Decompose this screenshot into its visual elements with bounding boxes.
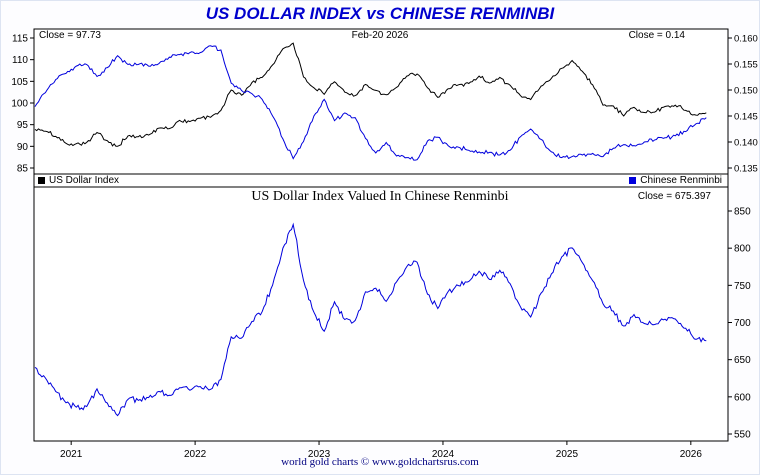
svg-text:700: 700 bbox=[734, 318, 751, 329]
svg-text:0.145: 0.145 bbox=[734, 112, 758, 123]
top-right-axis: 0.135 0.140 0.145 0.150 0.155 0.160 bbox=[728, 34, 758, 175]
svg-text:105: 105 bbox=[11, 77, 28, 88]
top-left-axis: 85 90 95 100 105 110 115 bbox=[11, 34, 34, 175]
svg-text:0.140: 0.140 bbox=[734, 138, 758, 149]
svg-text:0.150: 0.150 bbox=[734, 86, 758, 97]
svg-text:0.155: 0.155 bbox=[734, 60, 758, 71]
usd-series-swatch-icon bbox=[38, 177, 45, 184]
svg-text:2022: 2022 bbox=[184, 449, 207, 460]
svg-text:2025: 2025 bbox=[556, 449, 579, 460]
bottom-panel-frame bbox=[33, 186, 729, 442]
bottom-series-group bbox=[34, 222, 707, 417]
series-us-dollar-index bbox=[34, 42, 707, 147]
cny-series-swatch-icon bbox=[629, 177, 637, 184]
svg-text:850: 850 bbox=[734, 207, 751, 218]
renminbi-close-label: Close = 0.14 bbox=[628, 30, 685, 41]
svg-text:800: 800 bbox=[734, 244, 751, 255]
svg-text:115: 115 bbox=[12, 34, 28, 45]
top-series-group bbox=[34, 42, 707, 161]
svg-text:100: 100 bbox=[11, 99, 28, 110]
svg-text:2021: 2021 bbox=[60, 449, 83, 460]
bottom-chart-title: US Dollar Index Valued In Chinese Renmin… bbox=[251, 189, 509, 204]
svg-text:0.160: 0.160 bbox=[734, 34, 758, 45]
page-title: US DOLLAR INDEX vs CHINESE RENMINBI bbox=[205, 4, 555, 23]
date-label: Feb-20 2026 bbox=[351, 30, 409, 41]
bottom-chart-close-label: Close = 675.397 bbox=[637, 191, 711, 202]
svg-text:550: 550 bbox=[734, 430, 751, 441]
svg-text:2023: 2023 bbox=[308, 449, 331, 460]
legend-usd-label: US Dollar Index bbox=[49, 175, 120, 186]
svg-text:2024: 2024 bbox=[432, 449, 455, 460]
legend-cny-label: Chinese Renminbi bbox=[640, 175, 722, 186]
legend-us-dollar-index: US Dollar Index bbox=[38, 175, 119, 186]
svg-text:110: 110 bbox=[12, 55, 28, 66]
svg-text:95: 95 bbox=[17, 120, 29, 131]
svg-text:2026: 2026 bbox=[680, 449, 703, 460]
top-panel-frame bbox=[33, 28, 729, 188]
svg-text:650: 650 bbox=[734, 355, 751, 366]
series-usdx-in-renminbi bbox=[34, 222, 707, 417]
svg-text:85: 85 bbox=[17, 164, 29, 175]
footer-credit: world gold charts © www.goldchartsrus.co… bbox=[281, 456, 479, 468]
series-chinese-renminbi bbox=[34, 45, 707, 161]
x-axis: 2021 2022 2023 2024 2025 2026 bbox=[60, 441, 702, 460]
usd-index-close-label: Close = 97.73 bbox=[39, 30, 101, 41]
legend-chinese-renminbi: Chinese Renminbi bbox=[629, 175, 722, 186]
svg-text:0.135: 0.135 bbox=[734, 164, 758, 175]
svg-text:750: 750 bbox=[734, 281, 751, 292]
svg-text:600: 600 bbox=[734, 392, 751, 403]
svg-text:90: 90 bbox=[17, 142, 29, 153]
bottom-right-axis: 550 600 650 700 750 800 850 bbox=[728, 207, 751, 441]
